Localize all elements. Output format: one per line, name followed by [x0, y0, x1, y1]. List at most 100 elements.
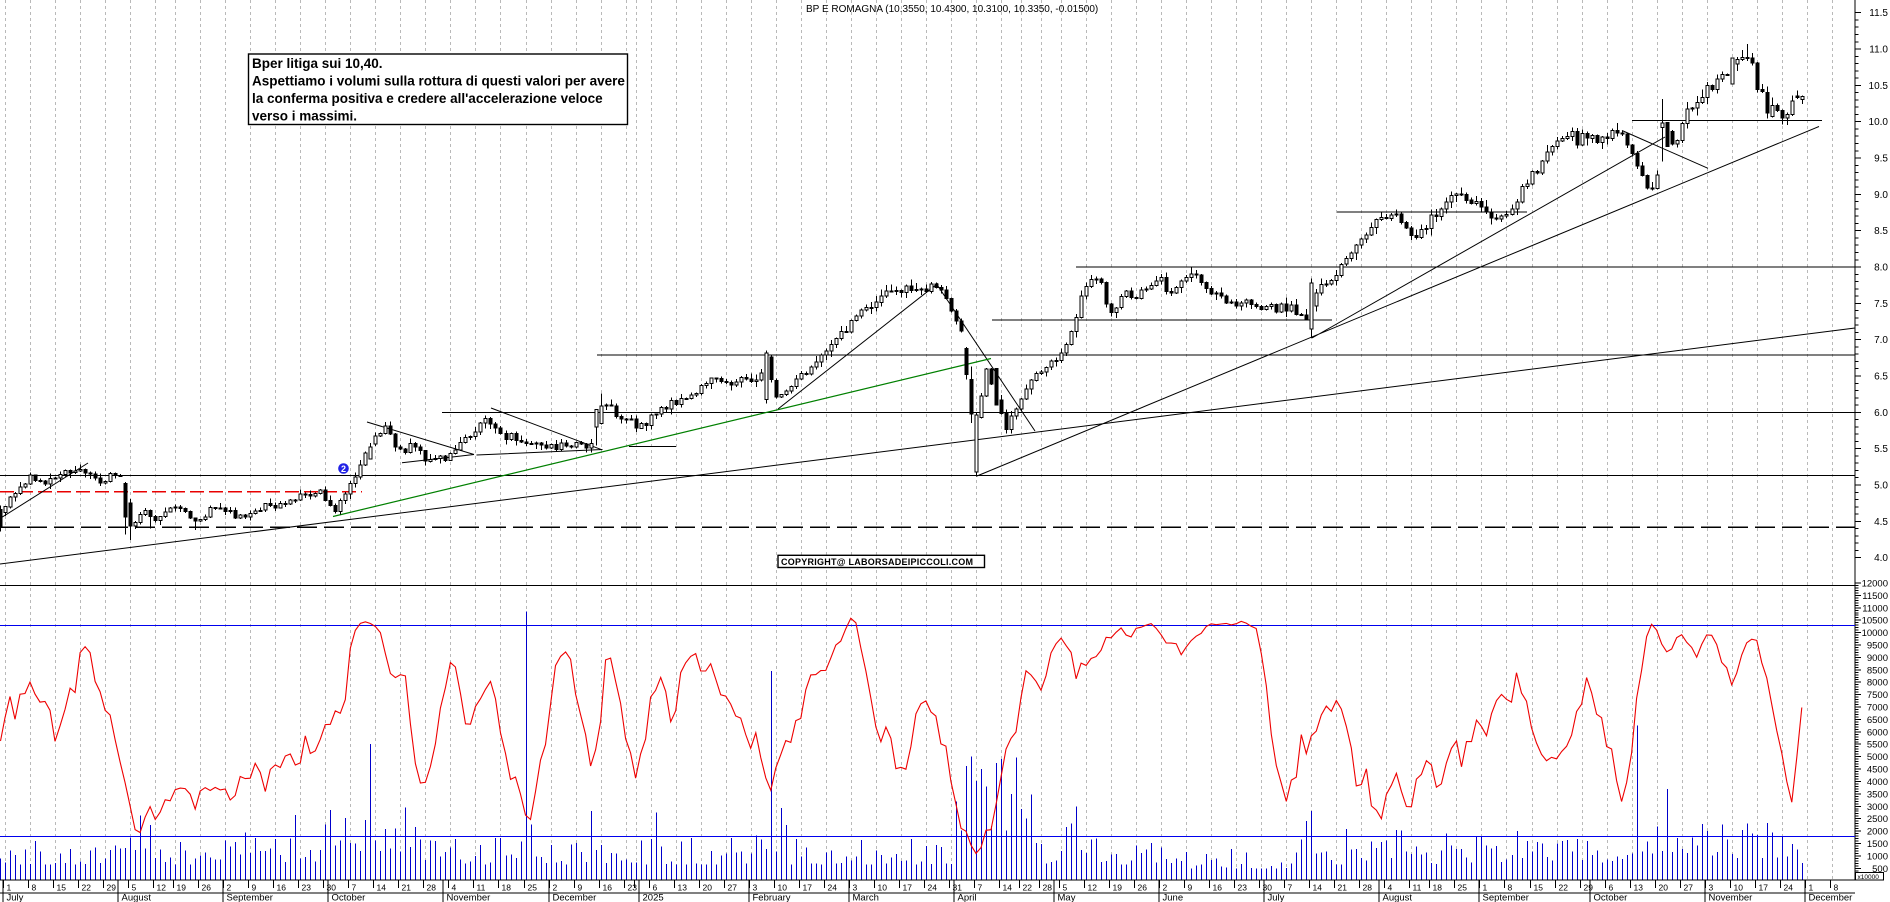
- svg-text:7.0: 7.0: [1874, 335, 1888, 346]
- svg-text:6.0: 6.0: [1874, 408, 1888, 419]
- svg-text:28: 28: [1363, 883, 1373, 893]
- svg-text:6.5: 6.5: [1874, 372, 1888, 383]
- svg-text:July: July: [7, 893, 24, 902]
- svg-text:9.5: 9.5: [1874, 154, 1888, 165]
- svg-text:12: 12: [1088, 883, 1098, 893]
- svg-text:25: 25: [528, 883, 538, 893]
- svg-text:April: April: [958, 893, 977, 902]
- svg-text:19: 19: [1113, 883, 1123, 893]
- svg-text:16: 16: [1213, 883, 1223, 893]
- svg-text:February: February: [753, 893, 791, 902]
- svg-text:2025: 2025: [643, 893, 664, 902]
- svg-text:24: 24: [928, 883, 938, 893]
- svg-text:BP E ROMAGNA (10.3550, 10.4300: BP E ROMAGNA (10.3550, 10.4300, 10.3100,…: [806, 4, 1098, 15]
- svg-text:1: 1: [1483, 883, 1488, 893]
- svg-text:9: 9: [1188, 883, 1193, 893]
- svg-text:19: 19: [177, 883, 187, 893]
- svg-text:4500: 4500: [1867, 765, 1888, 776]
- svg-text:20: 20: [703, 883, 713, 893]
- svg-text:7.5: 7.5: [1874, 299, 1888, 310]
- svg-text:9: 9: [252, 883, 257, 893]
- svg-text:18: 18: [1433, 883, 1443, 893]
- svg-text:23: 23: [1238, 883, 1248, 893]
- svg-text:15: 15: [1534, 883, 1544, 893]
- svg-text:29: 29: [1584, 883, 1594, 893]
- svg-text:December: December: [553, 893, 597, 902]
- svg-text:3: 3: [1709, 883, 1714, 893]
- svg-text:5: 5: [1063, 883, 1068, 893]
- svg-text:4: 4: [1388, 883, 1393, 893]
- svg-text:24: 24: [828, 883, 838, 893]
- svg-text:Aspettiamo i volumi sulla rott: Aspettiamo i volumi sulla rottura di que…: [252, 74, 625, 89]
- svg-text:September: September: [227, 893, 273, 902]
- svg-text:28: 28: [1043, 883, 1053, 893]
- svg-text:11500: 11500: [1862, 591, 1888, 602]
- svg-text:6: 6: [1609, 883, 1614, 893]
- svg-text:7500: 7500: [1867, 690, 1888, 701]
- svg-text:10000: 10000: [1862, 628, 1888, 639]
- svg-text:3: 3: [853, 883, 858, 893]
- svg-text:29: 29: [107, 883, 117, 893]
- svg-text:2: 2: [553, 883, 558, 893]
- svg-text:9000: 9000: [1867, 653, 1888, 664]
- svg-text:2: 2: [341, 464, 346, 474]
- svg-text:4: 4: [452, 883, 457, 893]
- svg-text:September: September: [1483, 893, 1529, 902]
- svg-text:October: October: [1594, 893, 1628, 902]
- svg-text:17: 17: [803, 883, 813, 893]
- svg-text:4.0: 4.0: [1874, 553, 1888, 564]
- svg-text:March: March: [853, 893, 879, 902]
- svg-text:la conferma positiva e credere: la conferma positiva e credere all'accel…: [252, 91, 603, 106]
- svg-text:500: 500: [1872, 864, 1888, 875]
- svg-text:4000: 4000: [1867, 777, 1888, 788]
- svg-text:30: 30: [1263, 883, 1273, 893]
- svg-text:15: 15: [57, 883, 67, 893]
- svg-text:10: 10: [778, 883, 788, 893]
- svg-text:12: 12: [157, 883, 167, 893]
- svg-text:May: May: [1058, 893, 1076, 902]
- svg-text:13: 13: [678, 883, 688, 893]
- svg-text:8500: 8500: [1867, 665, 1888, 676]
- svg-text:17: 17: [1759, 883, 1769, 893]
- svg-text:2: 2: [1163, 883, 1168, 893]
- svg-text:7: 7: [1288, 883, 1293, 893]
- svg-text:11.0: 11.0: [1869, 45, 1888, 56]
- svg-text:21: 21: [402, 883, 412, 893]
- svg-text:5.0: 5.0: [1874, 481, 1888, 492]
- svg-text:2500: 2500: [1867, 814, 1888, 825]
- svg-text:23: 23: [628, 883, 638, 893]
- svg-text:July: July: [1268, 893, 1285, 902]
- svg-text:16: 16: [277, 883, 287, 893]
- svg-text:5.5: 5.5: [1874, 444, 1888, 455]
- svg-text:16: 16: [603, 883, 613, 893]
- svg-text:November: November: [1709, 893, 1753, 902]
- svg-text:10500: 10500: [1862, 616, 1888, 627]
- svg-text:2: 2: [227, 883, 232, 893]
- svg-text:Bper litiga sui 10,40.: Bper litiga sui 10,40.: [252, 56, 383, 71]
- svg-text:8: 8: [32, 883, 37, 893]
- svg-text:November: November: [447, 893, 491, 902]
- svg-text:1500: 1500: [1867, 839, 1888, 850]
- svg-text:18: 18: [502, 883, 512, 893]
- svg-text:10.5: 10.5: [1869, 81, 1889, 92]
- svg-text:6500: 6500: [1867, 715, 1888, 726]
- svg-text:10: 10: [1734, 883, 1744, 893]
- svg-text:14: 14: [377, 883, 387, 893]
- svg-text:21: 21: [1338, 883, 1348, 893]
- svg-text:8000: 8000: [1867, 678, 1888, 689]
- svg-text:30: 30: [327, 883, 337, 893]
- svg-text:December: December: [1809, 893, 1853, 902]
- svg-text:8.0: 8.0: [1874, 263, 1888, 274]
- svg-text:8: 8: [1834, 883, 1839, 893]
- svg-text:August: August: [122, 893, 152, 902]
- svg-text:11000: 11000: [1862, 603, 1888, 614]
- svg-text:4.5: 4.5: [1874, 517, 1888, 528]
- svg-text:11: 11: [477, 883, 486, 893]
- svg-text:1: 1: [7, 883, 12, 893]
- svg-text:14: 14: [1313, 883, 1323, 893]
- svg-text:2000: 2000: [1867, 827, 1888, 838]
- svg-text:22: 22: [1023, 883, 1033, 893]
- svg-text:October: October: [332, 893, 366, 902]
- svg-text:17: 17: [903, 883, 913, 893]
- svg-text:31: 31: [953, 883, 963, 893]
